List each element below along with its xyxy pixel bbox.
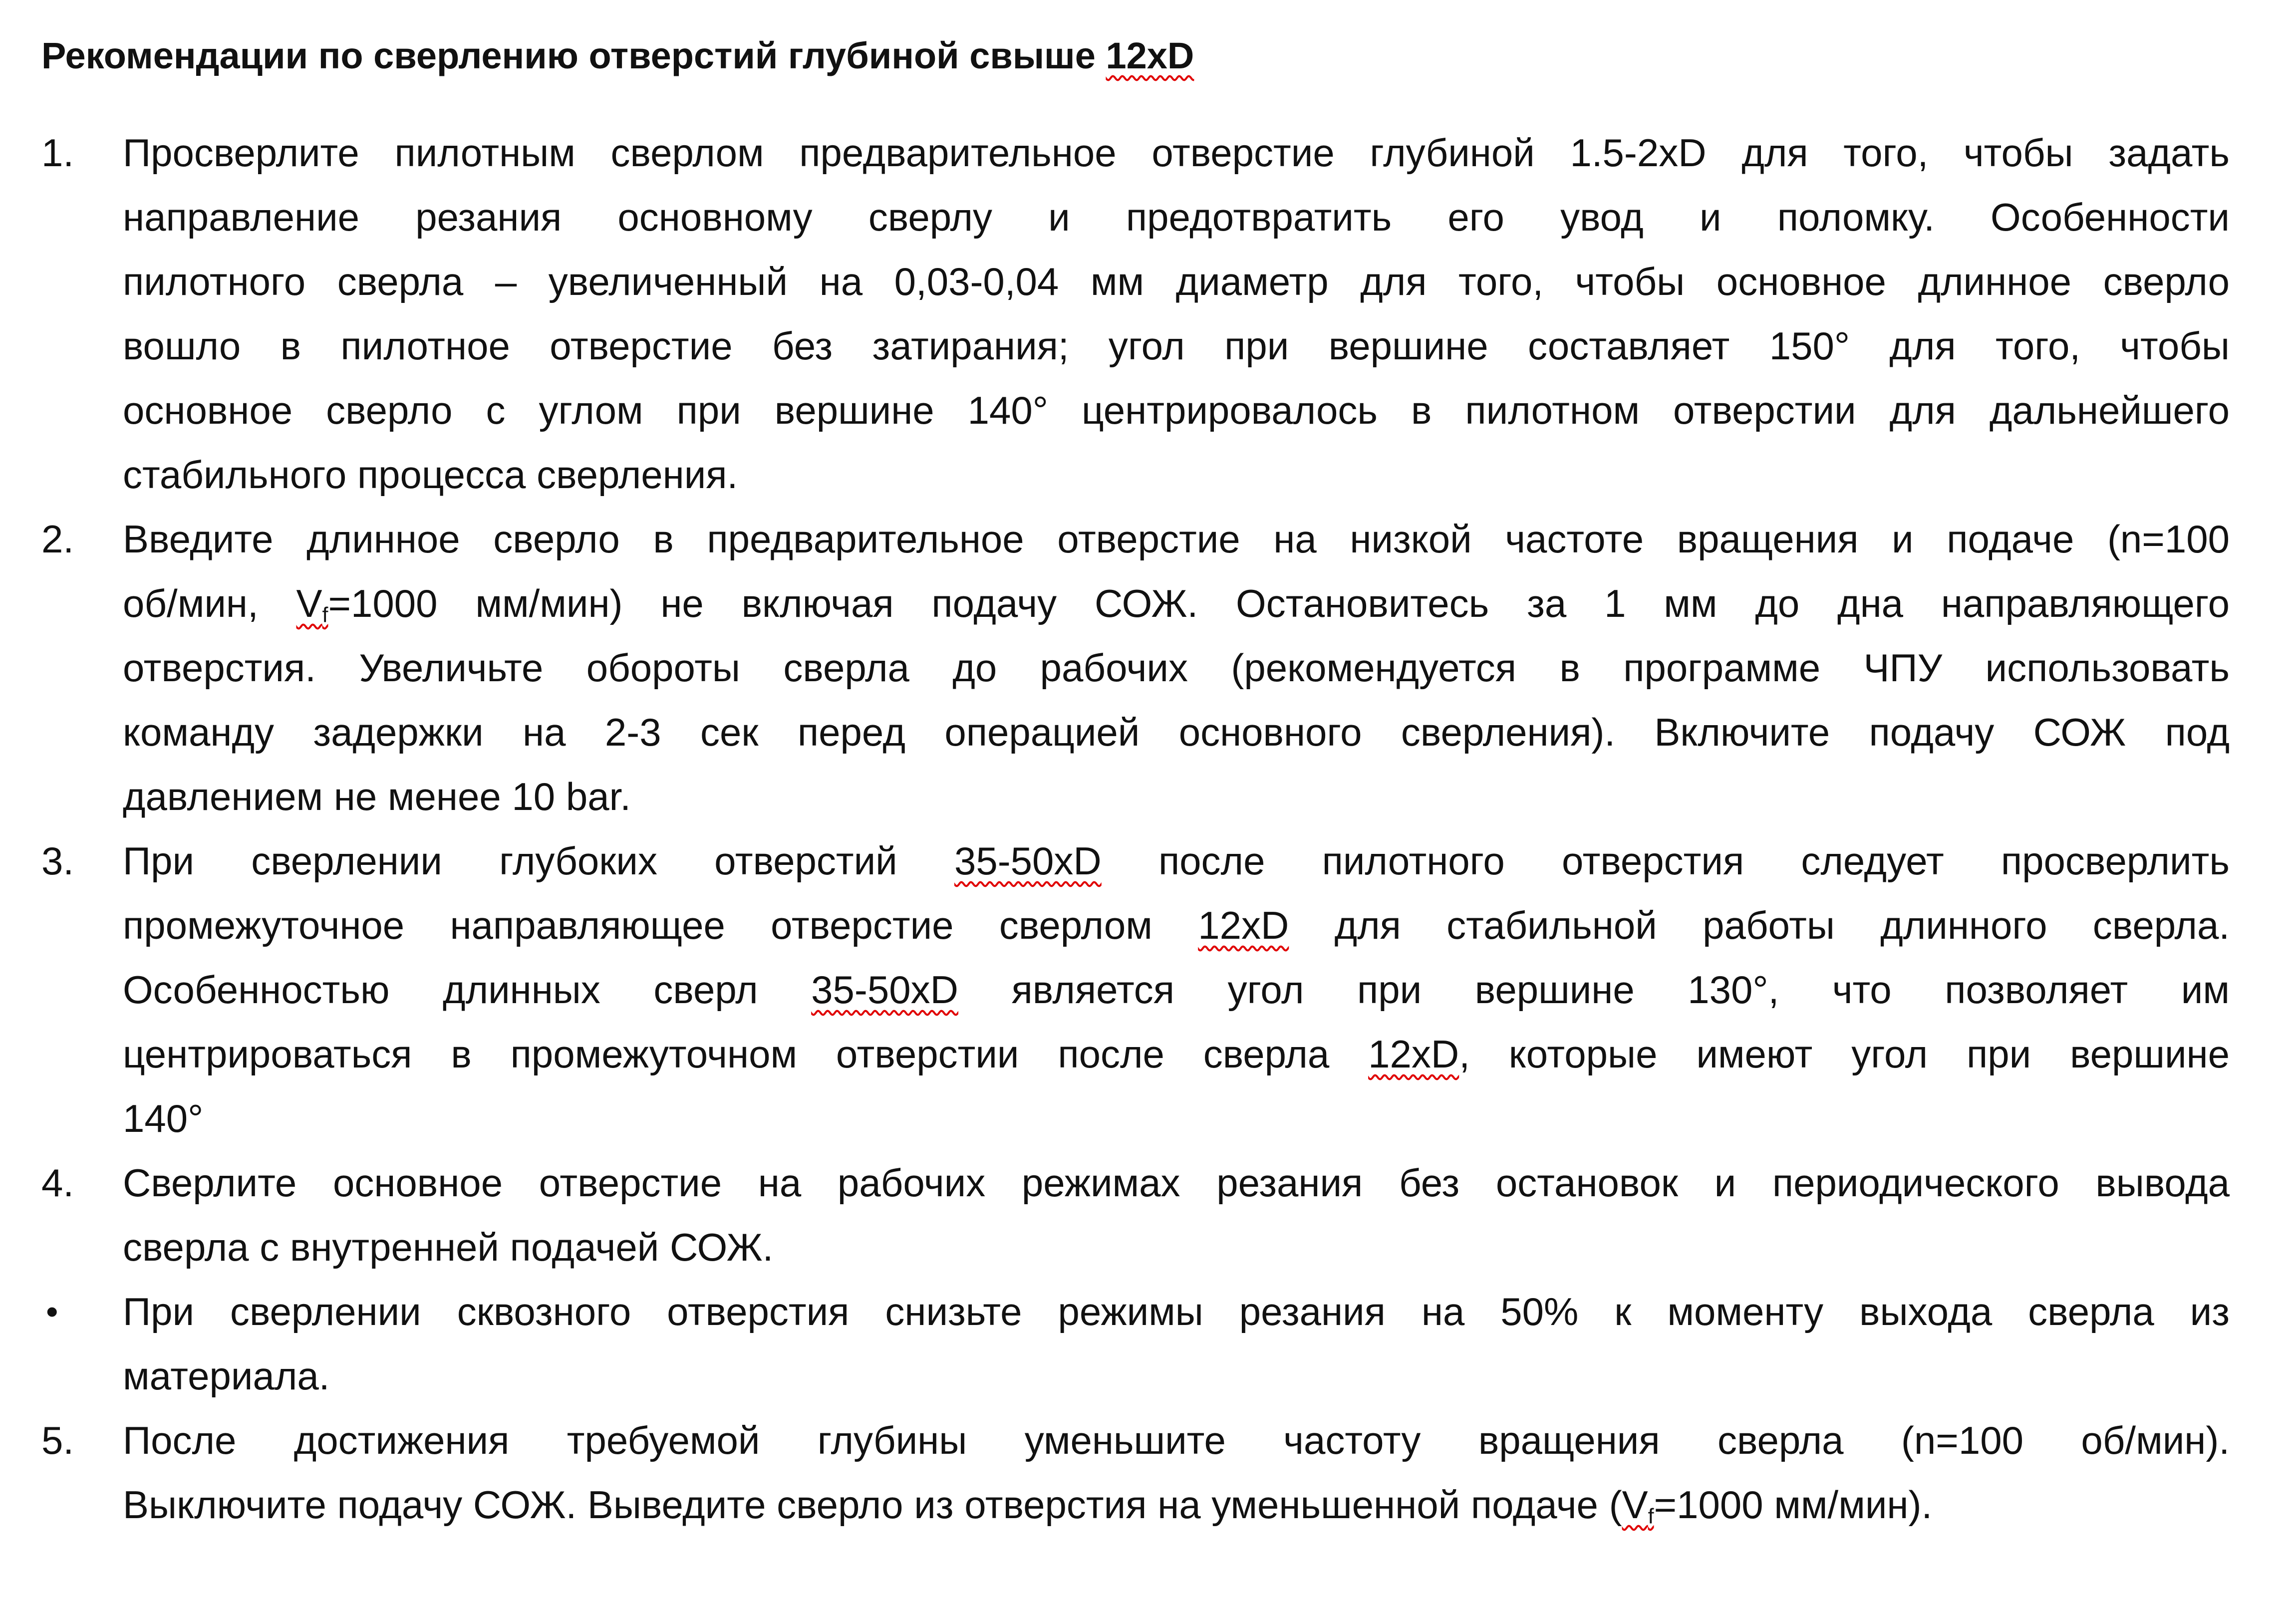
text-line: Просверлите пилотным сверлом предварител… — [123, 131, 2230, 175]
text-line: направление резания основному сверлу и п… — [123, 195, 2230, 239]
text-line: вошло в пилотное отверстие без затирания… — [123, 324, 2230, 368]
text-line: стабильного процесса сверления. — [123, 453, 738, 497]
text-line: центрироваться в промежуточном отверстии… — [123, 1032, 2230, 1076]
text-line: 140° — [123, 1096, 204, 1140]
document-title: Рекомендации по сверлению отверстий глуб… — [41, 35, 1194, 76]
text-line: При сверлении сквозного отверстия снизьт… — [123, 1290, 2230, 1333]
list-item-bullet: • При сверлении сквозного отверстия сниз… — [0, 1280, 2296, 1408]
text-line: Особенностью длинных сверл 35-50xD являе… — [123, 968, 2230, 1012]
list-item-1: 1. Просверлите пилотным сверлом предвари… — [0, 121, 2296, 507]
text-line: отверстия. Увеличьте обороты сверла до р… — [123, 646, 2230, 690]
text-line: основное сверло с углом при вершине 140°… — [123, 388, 2230, 432]
bullet-icon: • — [46, 1292, 58, 1331]
list-item-2: 2. Введите длинное сверло в предваритель… — [0, 507, 2296, 829]
list-number: 3. — [41, 839, 74, 883]
list-number: 2. — [41, 517, 74, 561]
text-line: После достижения требуемой глубины умень… — [123, 1418, 2230, 1462]
list-number: 1. — [41, 131, 74, 175]
text-line: материала. — [123, 1354, 330, 1398]
text-line: Выключите подачу СОЖ. Выведите сверло из… — [123, 1483, 1933, 1529]
text-line: При сверлении глубоких отверстий 35-50xD… — [123, 839, 2230, 883]
text-line: пилотного сверла – увеличенный на 0,03-0… — [123, 260, 2230, 303]
text-line: команду задержки на 2-3 сек перед операц… — [123, 710, 2230, 754]
list-item-4: 4. Сверлите основное отверстие на рабочи… — [0, 1151, 2296, 1280]
text-line: давлением не менее 10 bar. — [123, 775, 631, 818]
text-line: Введите длинное сверло в предварительное… — [123, 517, 2230, 561]
recommendations-list: 1. Просверлите пилотным сверлом предвари… — [0, 121, 2296, 1537]
list-number: 4. — [41, 1161, 74, 1205]
list-number: 5. — [41, 1418, 74, 1462]
text-line: об/мин, Vf=1000 мм/мин) не включая подач… — [123, 581, 2230, 627]
text-line: Сверлите основное отверстие на рабочих р… — [123, 1161, 2230, 1205]
text-line: промежуточное направляющее отверстие све… — [123, 903, 2230, 947]
list-item-5: 5. После достижения требуемой глубины ум… — [0, 1408, 2296, 1537]
list-item-3: 3. При сверлении глубоких отверстий 35-5… — [0, 829, 2296, 1151]
text-line: сверла с внутренней подачей СОЖ. — [123, 1225, 774, 1269]
